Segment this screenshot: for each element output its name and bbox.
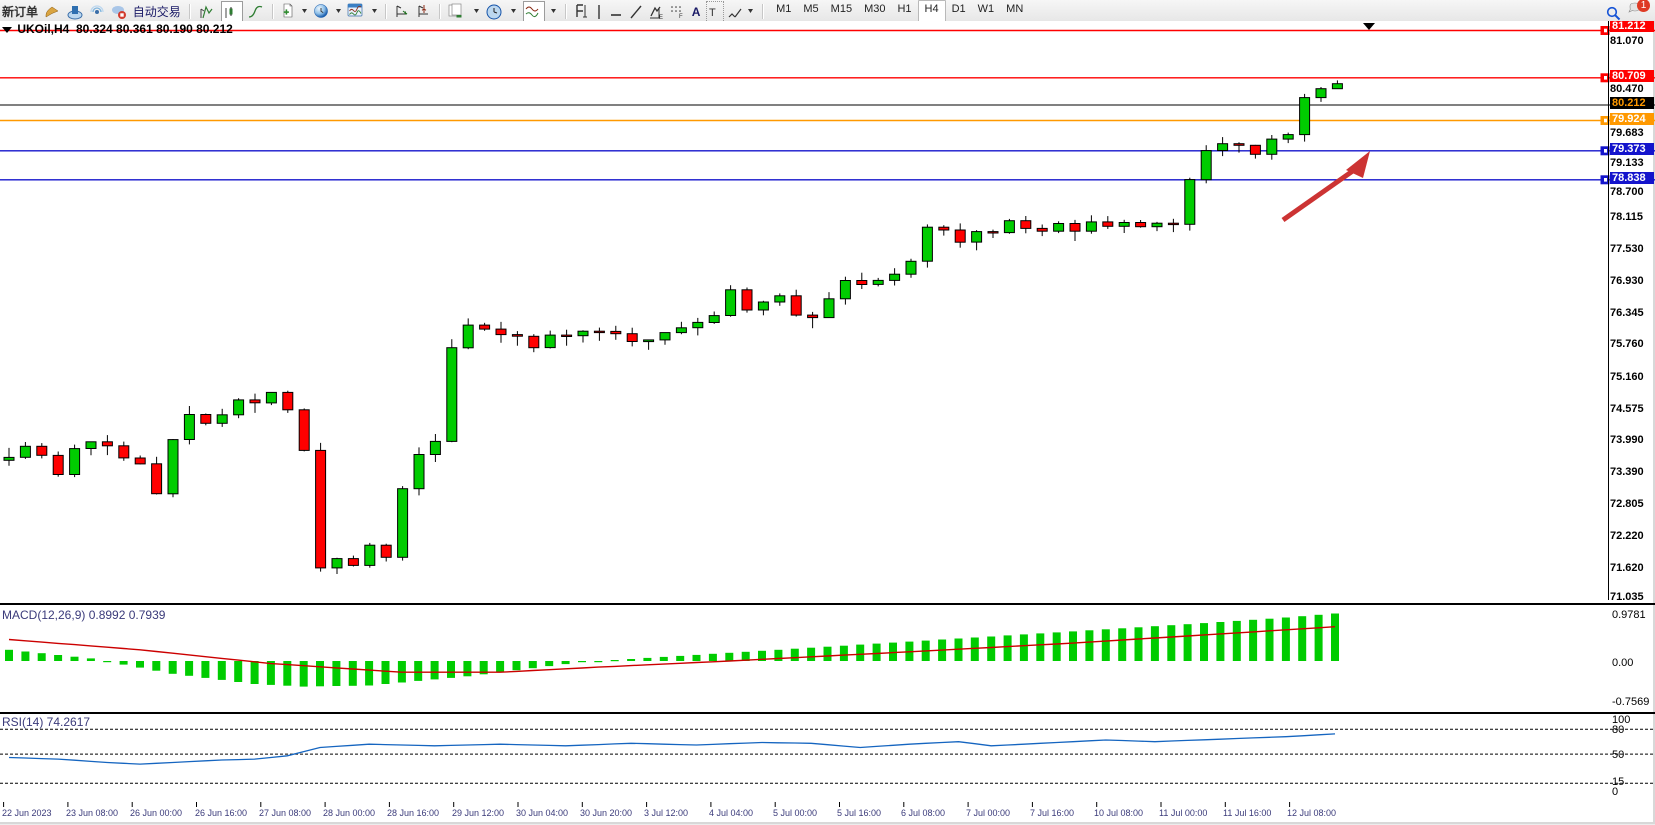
svg-text:T: T — [709, 7, 716, 19]
svg-text:E: E — [659, 15, 663, 21]
svg-text:F: F — [679, 14, 683, 20]
